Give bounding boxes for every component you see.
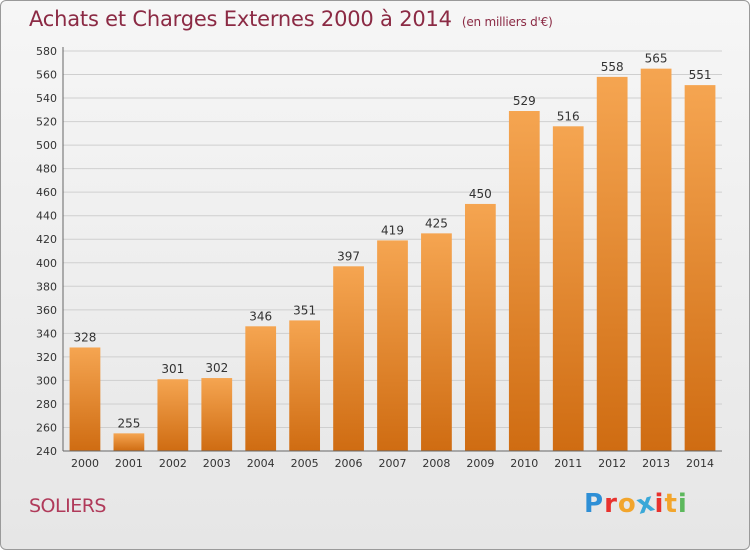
logo-letter: i: [677, 489, 688, 519]
data-label-2000: 328: [74, 330, 97, 344]
y-tick-label: 500: [36, 139, 57, 152]
x-tick-label: 2012: [598, 457, 626, 470]
x-tick-label: 2011: [554, 457, 582, 470]
bar-2003: [201, 378, 233, 451]
y-tick-label: 540: [36, 92, 57, 105]
bar-2010: [508, 111, 540, 451]
bar-2009: [464, 203, 496, 451]
data-label-2013: 565: [645, 52, 668, 66]
chart-title: Achats et Charges Externes 2000 à 2014 (e…: [29, 7, 553, 31]
bar-2014: [684, 85, 716, 451]
bar-2004: [245, 326, 277, 451]
y-axis-ticks: 240 260 280 300 320 340 360 380 400 420 440 460 480 5…: [36, 45, 57, 458]
y-tick-label: 580: [36, 45, 57, 58]
logo-letter: i: [654, 489, 665, 519]
x-tick-label: 2002: [159, 457, 187, 470]
y-tick-label: 260: [36, 421, 57, 434]
y-tick-label: 320: [36, 351, 57, 364]
x-tick-label: 2010: [510, 457, 538, 470]
proxiti-logo[interactable]: Proxiti: [584, 487, 688, 521]
x-tick-label: 2004: [247, 457, 275, 470]
logo-letter: P: [584, 489, 605, 519]
x-axis-ticks: 2000 2001 2002 2003 2004 2005 2006 2007 2008 2009…: [71, 457, 714, 470]
y-tick-label: 300: [36, 374, 57, 387]
y-tick-label: 340: [36, 327, 57, 340]
bar-2012: [596, 76, 628, 451]
y-tick-label: 520: [36, 116, 57, 129]
bar-2011: [552, 126, 584, 451]
x-tick-label: 2009: [466, 457, 494, 470]
axes: [62, 47, 722, 452]
y-tick-label: 240: [36, 445, 57, 458]
y-tick-label: 280: [36, 398, 57, 411]
y-tick-label: 380: [36, 280, 57, 293]
x-tick-label: 2008: [422, 457, 450, 470]
x-tick-label: 2014: [686, 457, 714, 470]
chart-title-text: Achats et Charges Externes 2000 à 2014: [29, 7, 452, 31]
x-tick-label: 2005: [291, 457, 319, 470]
data-label-2003: 302: [205, 361, 228, 375]
x-tick-label: 2000: [71, 457, 99, 470]
data-label-2011: 516: [557, 109, 580, 123]
data-label-2012: 558: [601, 60, 624, 74]
data-label-2009: 450: [469, 187, 492, 201]
y-tick-label: 440: [36, 210, 57, 223]
x-tick-label: 2013: [642, 457, 670, 470]
data-label-2004: 346: [249, 309, 272, 323]
bar-2013: [640, 68, 672, 451]
bar-2005: [289, 320, 321, 451]
y-tick-label: 400: [36, 257, 57, 270]
bar-2006: [333, 266, 364, 451]
bar-2001: [113, 433, 145, 451]
bar-2007: [377, 240, 408, 451]
x-tick-label: 2003: [203, 457, 231, 470]
data-label-2006: 397: [337, 249, 360, 263]
logo-letter: r: [604, 489, 618, 519]
data-label-2008: 425: [425, 216, 448, 230]
data-label-2007: 419: [381, 223, 404, 237]
bars: 328 255 301 302 346 351 397 419 425 450 529 516 558 5…: [69, 52, 716, 451]
logo-letter: o: [617, 489, 637, 519]
bar-2000: [69, 347, 101, 451]
data-label-2005: 351: [293, 303, 316, 317]
data-label-2001: 255: [117, 416, 140, 430]
y-tick-label: 360: [36, 304, 57, 317]
y-tick-label: 560: [36, 69, 57, 82]
commune-name: SOLIERS: [29, 495, 106, 517]
x-tick-label: 2007: [379, 457, 407, 470]
y-tick-label: 420: [36, 233, 57, 246]
y-tick-label: 460: [36, 186, 57, 199]
data-label-2002: 301: [161, 362, 184, 376]
logo-letter: t: [664, 489, 678, 519]
x-tick-label: 2006: [335, 457, 363, 470]
y-tick-label: 480: [36, 163, 57, 176]
x-tick-label: 2001: [115, 457, 143, 470]
bar-2002: [157, 379, 189, 451]
chart-subtitle: (en milliers d'€): [461, 15, 553, 29]
data-label-2010: 529: [513, 94, 536, 108]
data-label-2014: 551: [689, 68, 712, 82]
bar-2008: [421, 233, 452, 451]
